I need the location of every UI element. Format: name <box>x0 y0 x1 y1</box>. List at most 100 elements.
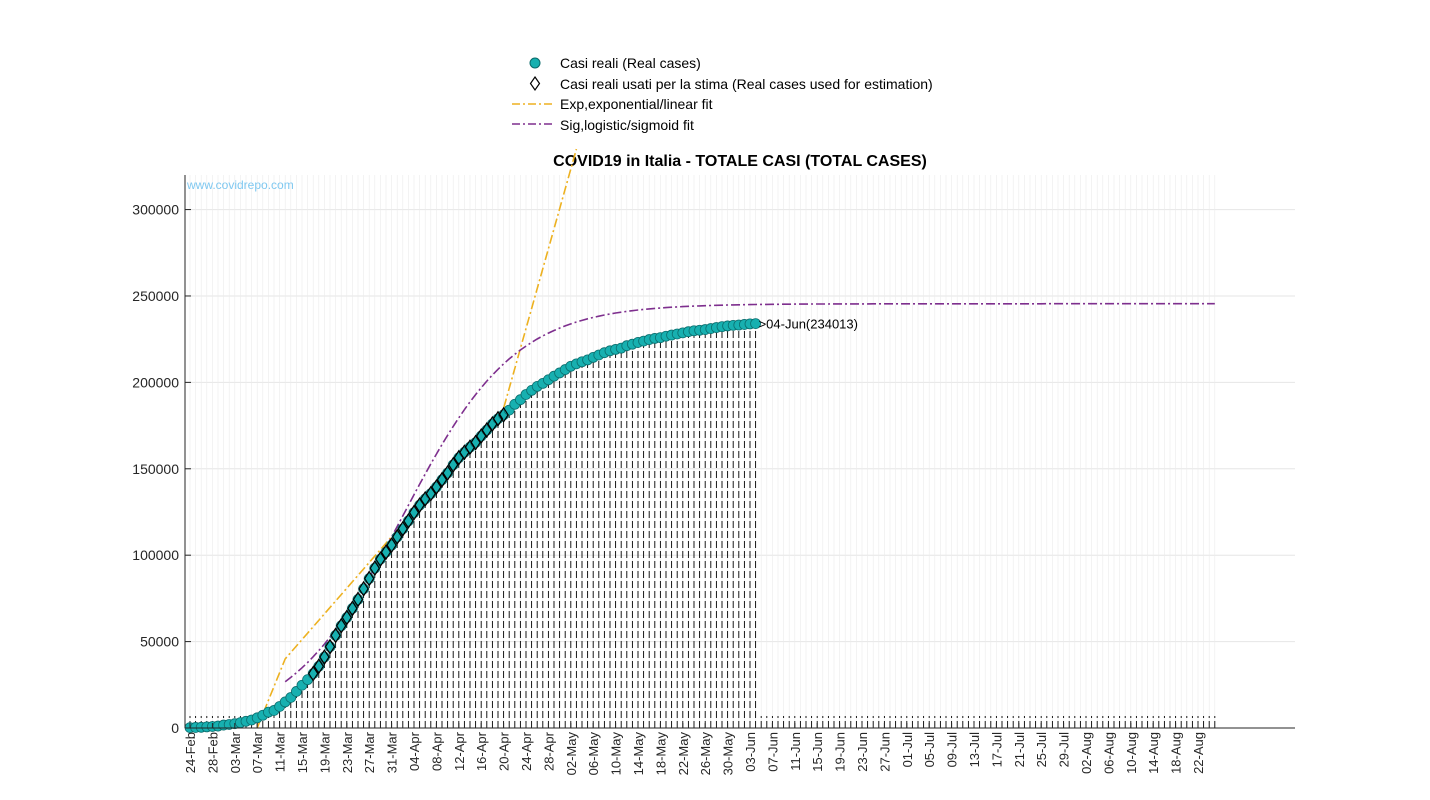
legend-label-exp-fit: Exp,exponential/linear fit <box>560 96 713 112</box>
legend: Casi reali (Real cases) Casi reali usati… <box>512 55 933 133</box>
last-point-annotation: >04-Jun(234013) <box>759 317 858 332</box>
x-tick-label-41: 06-Aug <box>1101 732 1116 774</box>
legend-label-sig-fit: Sig,logistic/sigmoid fit <box>560 117 694 133</box>
real-case-point-31 <box>358 583 370 595</box>
x-tick-label-42: 10-Aug <box>1124 732 1139 774</box>
x-tick-label-37: 21-Jul <box>1012 732 1027 768</box>
x-tick-label-14: 20-Apr <box>497 731 512 771</box>
estimation-point-46 <box>442 464 453 482</box>
x-tick-label-11: 08-Apr <box>429 731 444 771</box>
estimation-point-29 <box>347 600 358 617</box>
estimation-point-28 <box>341 609 353 626</box>
real-case-point-29 <box>346 603 358 614</box>
y-tick-label-2: 100000 <box>132 547 179 563</box>
y-tick-labels: 0 50000 100000 150000 200000 250000 300000 <box>132 202 191 736</box>
legend-label-used-cases: Casi reali usati per la stima (Real case… <box>560 76 933 92</box>
estimation-point-38 <box>397 520 409 537</box>
estimation-points <box>307 406 509 682</box>
estimation-point-43 <box>425 485 437 502</box>
x-tick-label-21: 18-May <box>653 732 668 776</box>
estimation-point-36 <box>386 537 397 554</box>
x-tick-label-28: 15-Jun <box>810 732 825 772</box>
x-tick-label-9: 31-Mar <box>385 731 400 773</box>
x-tick-label-43: 14-Aug <box>1146 732 1161 774</box>
x-tick-label-38: 25-Jul <box>1034 732 1049 768</box>
x-tick-label-36: 17-Jul <box>989 732 1004 768</box>
x-tick-label-24: 30-May <box>721 732 736 776</box>
legend-marker-used-cases <box>529 75 541 92</box>
real-case-point-26 <box>330 630 342 641</box>
estimation-point-33 <box>369 560 381 577</box>
x-tick-labels: 24-Feb 28-Feb 03-Mar 07-Mar 11-Mar 15-Mar 19-M… <box>183 723 1206 775</box>
estimation-point-31 <box>358 580 369 597</box>
y-tick-label-6: 300000 <box>132 202 179 218</box>
real-case-point-33 <box>369 562 381 574</box>
x-tick-label-25: 03-Jun <box>743 732 758 772</box>
x-tick-label-5: 15-Mar <box>295 731 310 773</box>
legend-marker-real-cases <box>529 57 541 69</box>
x-tick-label-7: 23-Mar <box>340 731 355 773</box>
estimation-point-26 <box>330 627 341 644</box>
x-tick-label-17: 02-May <box>564 732 579 776</box>
estimation-point-25 <box>324 638 336 655</box>
real-case-point-30 <box>352 594 364 605</box>
x-tick-label-2: 03-Mar <box>228 731 243 773</box>
legend-label-real-cases: Casi reali (Real cases) <box>560 55 701 71</box>
estimation-point-56 <box>498 406 509 423</box>
x-tick-label-40: 02-Aug <box>1079 732 1094 774</box>
x-tick-label-39: 29-Jul <box>1057 732 1072 768</box>
x-tick-label-18: 06-May <box>586 732 601 776</box>
x-tick-label-31: 27-Jun <box>877 732 892 772</box>
estimation-point-44 <box>431 478 442 496</box>
y-tick-label-5: 250000 <box>132 288 179 304</box>
estimation-point-24 <box>319 648 330 666</box>
estimation-point-40 <box>408 504 420 521</box>
x-tick-label-27: 11-Jun <box>788 732 803 771</box>
watermark-text: www.covidrepo.com <box>186 178 294 192</box>
x-tick-label-19: 10-May <box>609 732 624 776</box>
x-tick-label-15: 24-Apr <box>519 731 534 771</box>
x-tick-label-16: 28-Apr <box>541 731 556 771</box>
x-tick-label-8: 27-Mar <box>362 731 377 773</box>
x-tick-label-13: 16-Apr <box>474 731 489 771</box>
x-tick-label-45: 22-Aug <box>1191 732 1206 774</box>
x-tick-label-22: 22-May <box>676 732 691 776</box>
x-tick-label-12: 12-Apr <box>452 731 467 771</box>
x-tick-label-35: 13-Jul <box>967 732 982 768</box>
x-tick-label-3: 07-Mar <box>250 731 265 773</box>
estimation-point-35 <box>380 544 392 561</box>
chart-title: COVID19 in Italia - TOTALE CASI (TOTAL C… <box>553 153 927 170</box>
y-tick-label-0: 0 <box>171 720 179 736</box>
x-tick-label-4: 11-Mar <box>273 731 288 772</box>
y-tick-label-3: 150000 <box>132 461 179 477</box>
estimation-point-34 <box>375 551 386 568</box>
y-tick-label-1: 50000 <box>140 634 179 650</box>
x-tick-label-10: 04-Apr <box>407 731 422 771</box>
x-tick-label-0: 24-Feb <box>183 732 198 773</box>
estimation-point-27 <box>335 617 347 634</box>
real-case-point-32 <box>363 573 375 584</box>
estimation-point-55 <box>492 410 504 427</box>
x-tick-label-23: 26-May <box>698 732 713 776</box>
x-tick-label-32: 01-Jul <box>900 732 915 768</box>
real-case-point-24 <box>318 651 330 663</box>
x-tick-label-1: 28-Feb <box>205 732 220 773</box>
estimation-point-23 <box>313 658 325 675</box>
vertical-hatch-layer <box>189 323 1216 728</box>
estimation-point-37 <box>391 528 403 546</box>
x-tick-label-30: 23-Jun <box>855 732 870 772</box>
estimation-point-22 <box>307 665 319 682</box>
x-tick-label-44: 18-Aug <box>1169 732 1184 774</box>
x-tick-label-34: 09-Jul <box>945 732 960 768</box>
x-tick-label-20: 14-May <box>631 732 646 776</box>
real-case-point-25 <box>324 641 336 653</box>
estimation-point-45 <box>436 471 448 488</box>
x-tick-label-29: 19-Jun <box>833 732 848 772</box>
sig-fit-line <box>284 302 1215 683</box>
y-tick-label-4: 200000 <box>132 374 179 390</box>
estimation-point-39 <box>403 512 414 530</box>
real-case-point-101 <box>750 318 761 329</box>
estimation-point-32 <box>363 570 375 587</box>
